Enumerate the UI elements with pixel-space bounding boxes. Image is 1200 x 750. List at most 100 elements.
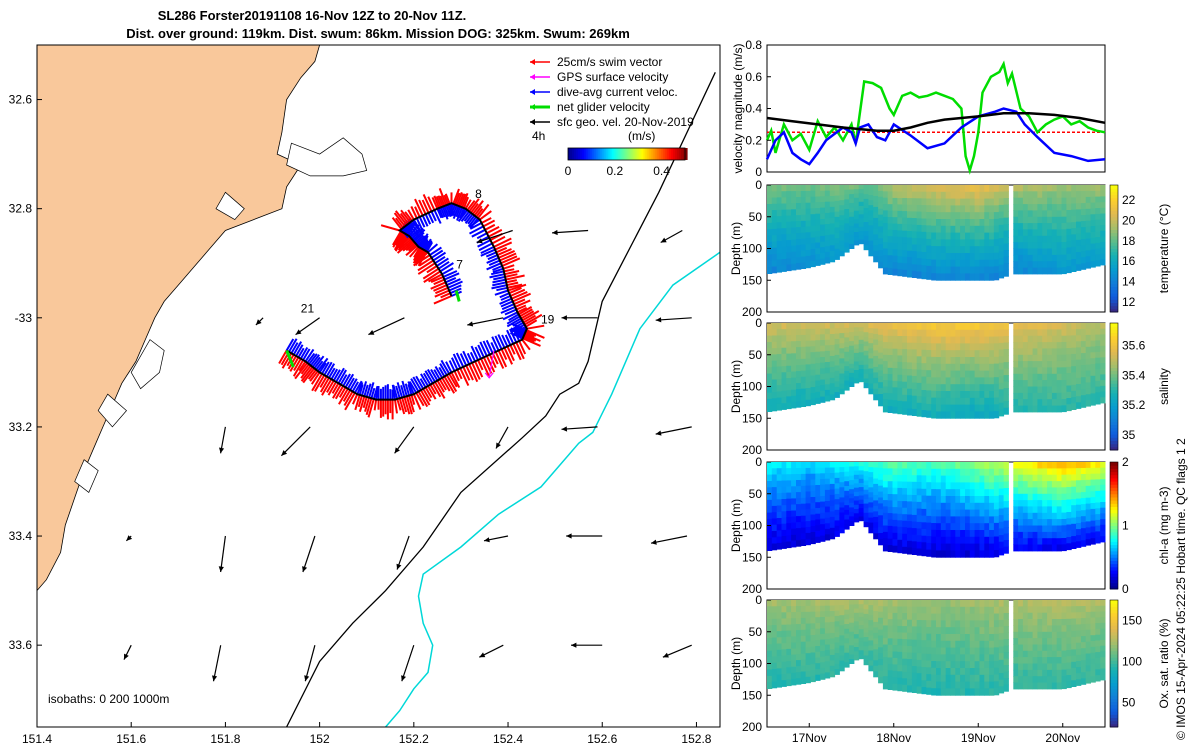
section-cell (998, 600, 1005, 608)
section-cell (897, 256, 903, 264)
section-cell (781, 323, 787, 330)
section-cell (1076, 329, 1082, 336)
section-cell (1100, 600, 1106, 607)
section-cell (776, 366, 782, 374)
dive-avg-current-vector (444, 272, 460, 281)
section-cell (998, 633, 1005, 641)
section-cell (767, 612, 773, 620)
section-cell (796, 606, 802, 613)
geostrophic-arrow (552, 229, 589, 234)
section-cell (936, 489, 942, 497)
section-cell (805, 653, 811, 660)
section-cell (853, 202, 860, 207)
section-cell (989, 329, 995, 338)
section-cell (911, 666, 918, 674)
section-cell (1003, 658, 1009, 666)
section-cell (1066, 341, 1072, 349)
section-cell (834, 232, 840, 239)
section-cell (878, 394, 884, 401)
section-cell (800, 503, 807, 511)
section-cell (868, 200, 874, 206)
section-cell (969, 336, 976, 344)
dive-avg-current-vector (401, 380, 408, 397)
section-cell (1066, 462, 1072, 469)
dive-avg-current-vector (418, 216, 426, 228)
section-cell (849, 332, 855, 338)
section-cell (863, 373, 869, 379)
section-cell (853, 474, 860, 480)
section-cell (911, 679, 918, 687)
section-cell (839, 215, 845, 221)
section-cell (839, 507, 845, 514)
section-cell (820, 379, 826, 386)
section-cell (979, 329, 985, 338)
section-cell (878, 479, 884, 487)
section-cell (815, 185, 821, 192)
section-cell (800, 262, 807, 269)
section-cell (1076, 661, 1082, 668)
x-tick-label: 152.4 (493, 732, 523, 746)
swim-vector (294, 362, 309, 380)
section-cell (911, 606, 918, 614)
section-cell (839, 650, 845, 657)
section-cell (1003, 678, 1009, 686)
dive-avg-current-vector (412, 219, 423, 234)
section-cell (931, 323, 937, 331)
section-cell (1013, 600, 1019, 607)
section-cell (1027, 216, 1033, 224)
section-cell (800, 220, 807, 228)
section-cell (873, 671, 879, 678)
section-cell (1076, 258, 1082, 265)
colorbar-cell (627, 148, 631, 160)
section-cell (1018, 191, 1024, 199)
section-cell (979, 397, 985, 406)
section-cell (771, 600, 778, 607)
section-cell (902, 191, 908, 199)
section-cell (1047, 392, 1053, 400)
section-cell (989, 232, 995, 240)
section-cell (940, 543, 947, 551)
section-cell (1013, 500, 1019, 507)
section-cell (849, 480, 855, 486)
section-cell (1076, 492, 1082, 500)
dive-avg-current-vector (310, 354, 320, 367)
section-cell (771, 669, 778, 676)
section-cell (1051, 481, 1058, 488)
section-cell (1047, 204, 1053, 211)
section-cell (771, 499, 778, 507)
section-cell (810, 398, 816, 406)
colorbar-cell (1110, 509, 1118, 514)
section-cell (781, 486, 787, 494)
section-cell (965, 502, 971, 511)
section-cell (1013, 235, 1019, 243)
section-cell (1061, 676, 1067, 683)
section-cell (989, 654, 995, 662)
section-cell (945, 323, 951, 331)
section-cell (1037, 612, 1043, 620)
section-cell (979, 225, 985, 234)
swim-vector (362, 396, 368, 409)
section-cell (916, 508, 922, 516)
section-cell (945, 550, 951, 558)
section-cell (979, 391, 985, 399)
section-cell (907, 665, 913, 673)
swim-vector (480, 358, 490, 377)
section-cell (776, 674, 782, 682)
section-cell (863, 245, 869, 251)
swim-vector (441, 377, 451, 392)
section-cell (950, 482, 956, 490)
swim-vector (407, 243, 417, 252)
section-cell (882, 354, 889, 362)
section-cell (974, 357, 980, 365)
section-cell (815, 525, 821, 532)
section-cell (911, 600, 918, 608)
section-cell (911, 389, 918, 397)
section-cell (1080, 648, 1087, 655)
section-cell (849, 327, 855, 333)
section-cell (1061, 487, 1067, 495)
swim-vector (507, 283, 527, 292)
section-cell (771, 254, 778, 261)
section-cell (945, 377, 951, 385)
section-cell (931, 489, 937, 497)
section-cell (911, 218, 918, 226)
